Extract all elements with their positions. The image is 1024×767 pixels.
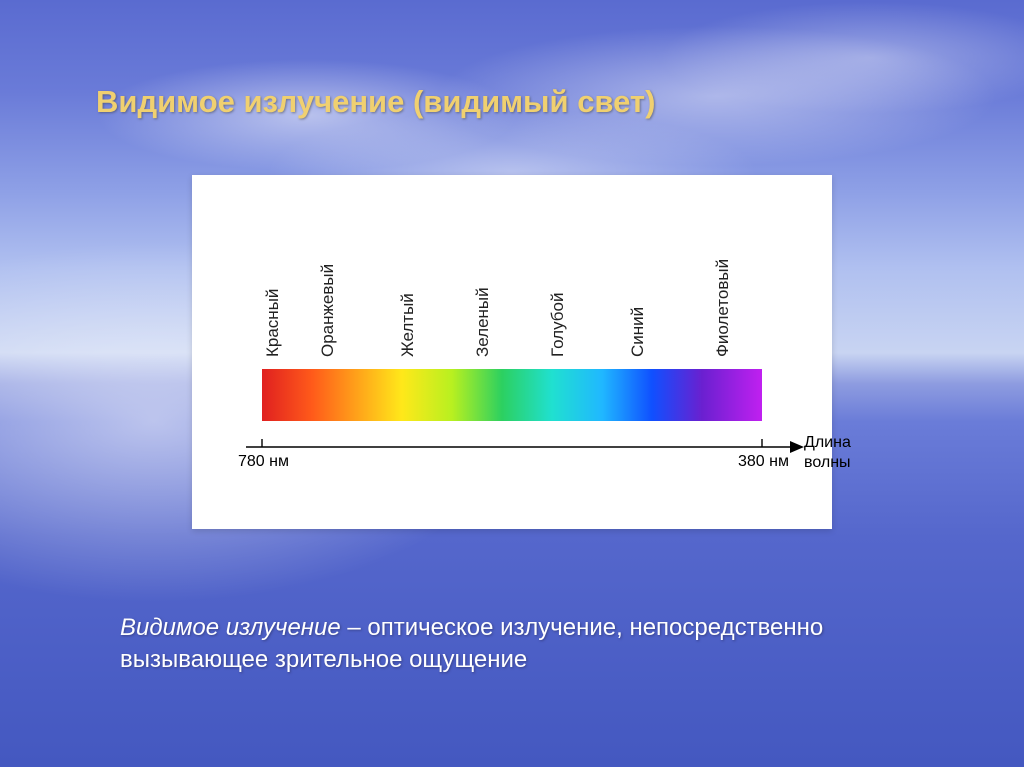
- color-label: Желтый: [398, 293, 418, 357]
- axis-title-line1: Длина: [804, 434, 851, 451]
- spectrum-bar: [262, 369, 762, 421]
- axis-title-line2: волны: [804, 454, 851, 471]
- spectrum-panel: Красный Оранжевый Желтый Зеленый Голубой Сини…: [192, 175, 832, 529]
- color-label: Красный: [263, 289, 283, 357]
- wavelength-axis: 780 нм 380 нм Длина волны: [246, 435, 806, 495]
- color-label: Оранжевый: [318, 264, 338, 357]
- slide-background: Видимое излучение (видимый свет) Красный…: [0, 0, 1024, 767]
- color-label: Синий: [628, 307, 648, 357]
- definition-text: Видимое излучение – оптическое излучение…: [120, 612, 900, 677]
- definition-term: Видимое излучение: [120, 614, 341, 641]
- color-label: Фиолетовый: [713, 259, 733, 357]
- color-labels-row: Красный Оранжевый Желтый Зеленый Голубой Сини…: [262, 235, 762, 369]
- tick-label-left: 780 нм: [238, 453, 289, 471]
- axis-title: Длина волны: [804, 433, 851, 473]
- color-label: Зеленый: [473, 287, 493, 357]
- color-label: Голубой: [548, 293, 568, 357]
- tick-label-right: 380 нм: [738, 453, 789, 471]
- slide-title: Видимое излучение (видимый свет): [96, 84, 655, 120]
- axis-svg: [246, 435, 806, 475]
